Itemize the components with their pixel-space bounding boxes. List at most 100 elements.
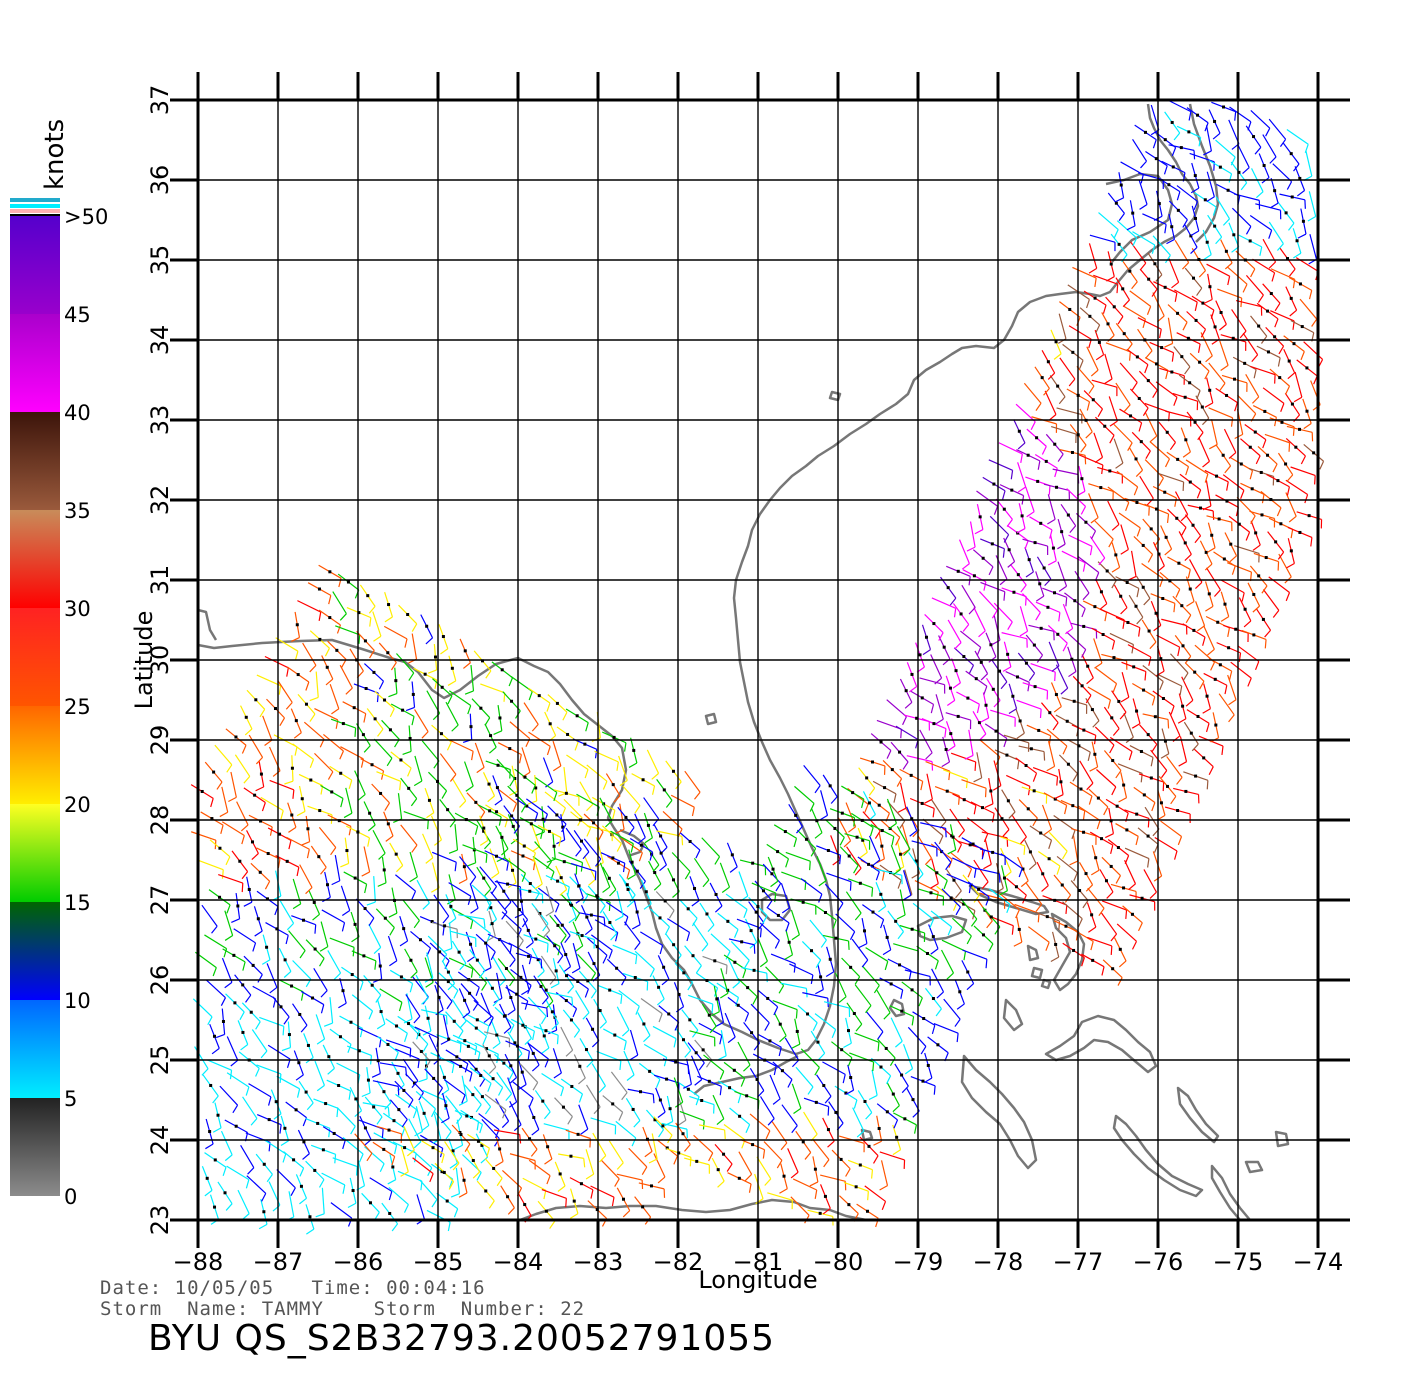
wind-barb bbox=[401, 1119, 408, 1128]
rain-flag bbox=[482, 876, 486, 880]
rain-flag bbox=[316, 1121, 320, 1125]
wind-barb bbox=[532, 852, 536, 862]
wind-barb bbox=[825, 971, 835, 977]
rain-flag bbox=[895, 1135, 899, 1139]
rain-flag bbox=[1264, 556, 1268, 560]
wind-barb bbox=[924, 798, 933, 804]
wind-vector bbox=[792, 1178, 817, 1191]
wind-vector bbox=[1264, 433, 1290, 444]
wind-barb bbox=[663, 1057, 668, 1067]
rain-flag bbox=[541, 817, 545, 821]
wind-vector bbox=[1294, 371, 1303, 398]
wind-vector bbox=[1174, 491, 1189, 515]
wind-barb bbox=[1197, 343, 1201, 353]
wind-barb bbox=[224, 981, 233, 989]
wind-barb bbox=[245, 1179, 250, 1189]
wind-barb bbox=[453, 1208, 459, 1218]
wind-barb bbox=[399, 781, 402, 791]
wind-barb bbox=[1297, 233, 1307, 239]
rain-flag bbox=[538, 912, 542, 916]
wind-barb bbox=[1025, 571, 1034, 578]
wind-barb bbox=[314, 924, 317, 934]
rain-flag bbox=[1223, 602, 1227, 606]
rain-flag bbox=[542, 1034, 546, 1038]
rain-flag bbox=[880, 844, 884, 848]
wind-barb bbox=[1107, 699, 1112, 709]
wind-barb bbox=[1120, 607, 1128, 615]
rain-flag bbox=[525, 804, 529, 808]
wind-barb bbox=[892, 1105, 900, 1113]
wind-barb bbox=[1085, 695, 1092, 704]
rain-flag bbox=[1193, 174, 1197, 178]
wind-vector bbox=[868, 835, 881, 861]
wind-barb bbox=[560, 1087, 565, 1097]
rain-flag bbox=[945, 789, 949, 793]
rain-flag bbox=[234, 1124, 238, 1128]
rain-flag bbox=[1112, 305, 1116, 309]
wind-barb bbox=[1112, 683, 1118, 693]
rain-flag bbox=[854, 1185, 858, 1189]
wind-barb bbox=[1036, 654, 1044, 663]
wind-vector bbox=[795, 1066, 814, 1088]
lon-tick-label: −88 bbox=[173, 1248, 224, 1276]
wind-barb bbox=[433, 1057, 441, 1065]
rain-flag bbox=[816, 1040, 820, 1044]
wind-vector bbox=[395, 653, 415, 674]
rain-flag bbox=[1298, 427, 1302, 431]
wind-barb bbox=[849, 881, 852, 891]
wind-barb bbox=[409, 876, 418, 883]
rain-flag bbox=[238, 859, 242, 863]
rain-flag bbox=[978, 515, 982, 519]
wind-barb bbox=[374, 960, 377, 970]
rain-flag bbox=[295, 623, 299, 627]
rain-flag bbox=[635, 910, 639, 914]
wind-vector bbox=[646, 749, 660, 774]
rain-flag bbox=[1163, 285, 1167, 289]
wind-barb bbox=[1231, 565, 1236, 575]
wind-vector bbox=[357, 1026, 382, 1039]
wind-vector bbox=[958, 539, 970, 564]
legend-band bbox=[10, 1000, 60, 1098]
wind-vector bbox=[422, 833, 434, 858]
wind-barb bbox=[984, 788, 987, 798]
wind-vector bbox=[998, 442, 1023, 455]
wind-barb bbox=[389, 708, 395, 717]
wind-vector bbox=[578, 1104, 589, 1130]
rain-flag bbox=[528, 882, 532, 886]
rain-flag bbox=[621, 1197, 625, 1201]
wind-barb bbox=[793, 838, 798, 848]
wind-barb bbox=[1046, 765, 1055, 772]
rain-flag bbox=[1177, 561, 1181, 565]
wind-barb bbox=[1151, 802, 1156, 812]
wind-vector bbox=[1149, 441, 1170, 460]
wind-barb bbox=[294, 746, 298, 756]
wind-vector bbox=[415, 1106, 424, 1132]
wind-vector bbox=[1000, 853, 1023, 869]
wind-barb bbox=[1243, 620, 1252, 628]
rain-flag bbox=[1046, 605, 1050, 609]
wind-barb bbox=[694, 1079, 703, 1086]
wind-barb bbox=[404, 638, 408, 648]
wind-barb bbox=[251, 853, 259, 861]
wind-barb bbox=[425, 981, 434, 988]
wind-barb bbox=[1047, 560, 1057, 566]
plot-area: −88 −87 −86 −85 −84 −83 −82 −81 −80 −79 −78 −77 −76−… bbox=[130, 72, 1350, 1294]
wind-barb bbox=[603, 917, 606, 927]
rain-flag bbox=[871, 760, 875, 764]
wind-barb bbox=[243, 901, 253, 907]
wind-barb bbox=[664, 1120, 674, 1127]
wind-vector bbox=[1141, 563, 1164, 579]
rain-flag bbox=[971, 842, 975, 846]
wind-barb bbox=[292, 789, 295, 799]
wind-vector bbox=[411, 633, 418, 660]
rain-flag bbox=[783, 830, 787, 834]
wind-vector bbox=[412, 1157, 434, 1175]
wind-barb bbox=[449, 819, 457, 828]
wind-barb bbox=[556, 1035, 559, 1045]
rain-flag bbox=[529, 822, 533, 826]
wind-barb bbox=[1116, 284, 1119, 294]
rain-flag bbox=[1036, 479, 1040, 483]
wind-vector bbox=[1229, 106, 1252, 123]
wind-barb bbox=[363, 745, 371, 753]
